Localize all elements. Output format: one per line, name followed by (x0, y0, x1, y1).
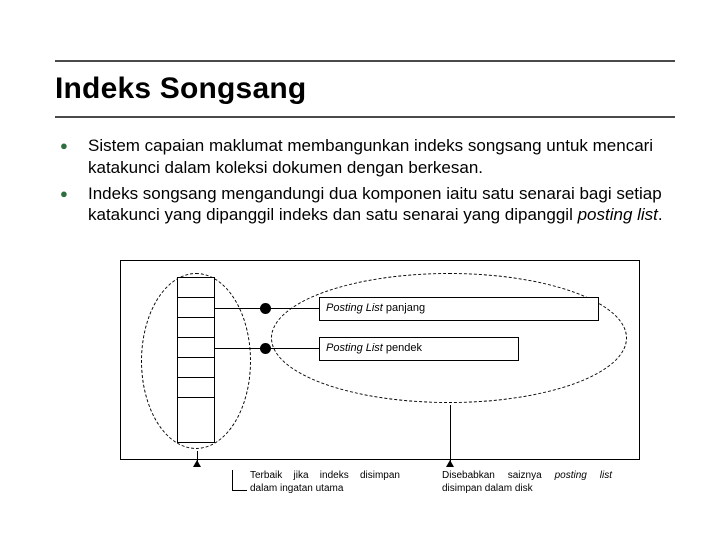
annot-italic: posting list (555, 470, 612, 481)
annotation-posting: Disebabkan saiznya posting list disimpan… (442, 470, 612, 495)
bullet-icon: ● (60, 183, 88, 227)
bullet-italic: posting list (578, 205, 658, 224)
bullet-text: Sistem capaian maklumat membangunkan ind… (88, 135, 670, 179)
annotation-index: Terbaik jika indeks disimpan dalam ingat… (250, 470, 400, 495)
diagram-frame: Posting List panjang Posting List pendek (120, 260, 640, 460)
top-rule (55, 60, 675, 62)
index-cell (177, 377, 215, 397)
posting-list-label-italic: Posting List (326, 302, 383, 314)
node-dot (260, 343, 271, 354)
bullet-post: . (658, 205, 663, 224)
slide-title: Indeks Songsang (55, 72, 306, 106)
node-dot (260, 303, 271, 314)
slide: Indeks Songsang ● Sistem capaian makluma… (0, 0, 720, 540)
connector-line (271, 308, 319, 309)
bullet-item: ● Sistem capaian maklumat membangunkan i… (60, 135, 670, 179)
annot-post: disimpan dalam disk (442, 483, 533, 494)
posting-list-long: Posting List panjang (319, 297, 599, 321)
bullet-icon: ● (60, 135, 88, 179)
connector-line (215, 348, 261, 349)
arrow-up-icon (446, 460, 454, 467)
bullet-text: Indeks songsang mengandungi dua komponen… (88, 183, 670, 227)
index-cell (177, 277, 215, 297)
posting-list-short: Posting List pendek (319, 337, 519, 361)
arrow-up-icon (193, 460, 201, 467)
bullet-item: ● Indeks songsang mengandungi dua kompon… (60, 183, 670, 227)
title-underline (55, 116, 675, 118)
posting-list-label-suffix: panjang (383, 302, 425, 314)
index-cell (177, 317, 215, 337)
index-cell (177, 397, 215, 443)
annot-pre: Disebabkan saiznya (442, 470, 555, 481)
index-cell (177, 297, 215, 317)
index-cell (177, 357, 215, 377)
connector-line (271, 348, 319, 349)
bullet-list: ● Sistem capaian maklumat membangunkan i… (60, 135, 670, 230)
posting-list-label-italic: Posting List (326, 342, 383, 354)
index-cell (177, 337, 215, 357)
bracket-icon (232, 470, 247, 491)
bullet-pre: Indeks songsang mengandungi dua komponen… (88, 184, 662, 225)
connector-line (215, 308, 261, 309)
index-column (177, 277, 215, 443)
arrow-stem (450, 405, 451, 463)
posting-list-label-suffix: pendek (383, 342, 422, 354)
diagram: Posting List panjang Posting List pendek… (120, 260, 640, 520)
